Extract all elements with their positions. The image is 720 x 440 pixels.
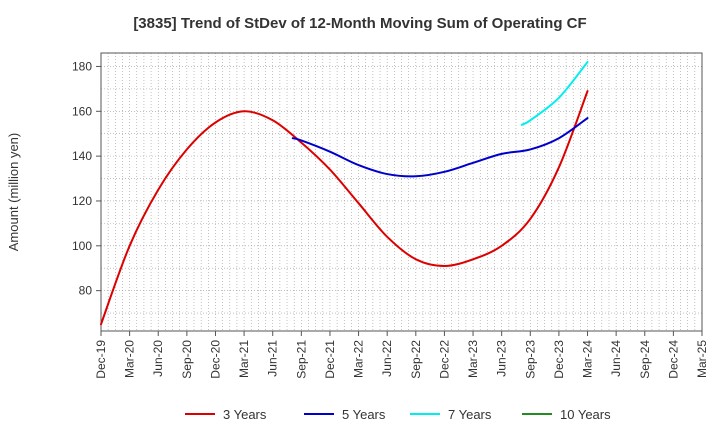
- x-tick-label: Dec-23: [552, 340, 566, 379]
- x-tick-label: Jun-24: [609, 340, 623, 377]
- x-tick-label: Mar-23: [466, 340, 480, 378]
- chart-title: [3835] Trend of StDev of 12-Month Moving…: [133, 15, 586, 32]
- x-tick-label: Sep-23: [523, 340, 537, 379]
- x-tick-label: Sep-21: [294, 340, 308, 379]
- y-tick-label: 80: [79, 284, 93, 298]
- x-tick-label: Jun-21: [266, 340, 280, 377]
- x-tick-label: Sep-24: [638, 340, 652, 379]
- series-lines: [100, 60, 589, 326]
- x-tick-label: Dec-19: [94, 340, 108, 379]
- y-tick-label: 160: [72, 104, 92, 118]
- x-tick-label: Sep-22: [409, 340, 423, 379]
- x-tick-label: Mar-25: [695, 340, 709, 378]
- plot-area: 80 100 120 140 160 180 Dec-19 Mar-20 Jun-20 Sep-2…: [72, 52, 709, 379]
- series-line-5-years: [291, 117, 589, 178]
- y-tick-label: 140: [72, 149, 92, 163]
- x-tick-label: Jun-20: [151, 340, 165, 377]
- series-line-3-years: [100, 90, 589, 326]
- x-tick-label: Mar-20: [123, 340, 137, 378]
- y-tick-label: 120: [72, 194, 92, 208]
- legend-label-5-years: 5 Years: [342, 407, 386, 422]
- legend-label-10-years: 10 Years: [560, 407, 611, 422]
- y-tick-label: 180: [72, 59, 92, 73]
- y-axis-label: Amount (million yen): [6, 133, 21, 252]
- legend-label-7-years: 7 Years: [448, 407, 492, 422]
- legend: 3 Years 5 Years 7 Years 10 Years: [185, 407, 611, 422]
- x-tick-label: Mar-22: [352, 340, 366, 378]
- plot-frame: [100, 52, 703, 332]
- x-tick-label: Sep-20: [180, 340, 194, 379]
- legend-label-3-years: 3 Years: [223, 407, 267, 422]
- x-tick-label: Jun-22: [380, 340, 394, 377]
- x-tick-label: Dec-22: [437, 340, 451, 379]
- x-tick-label: Mar-21: [237, 340, 251, 378]
- x-tick-label: Dec-21: [323, 340, 337, 379]
- x-tick-label: Jun-23: [495, 340, 509, 377]
- series-line-7-years: [520, 60, 589, 126]
- y-tick-label: 100: [72, 239, 92, 253]
- x-tick-label: Dec-20: [208, 340, 222, 379]
- x-tick-label: Dec-24: [666, 340, 680, 379]
- x-tick-label: Mar-24: [581, 340, 595, 378]
